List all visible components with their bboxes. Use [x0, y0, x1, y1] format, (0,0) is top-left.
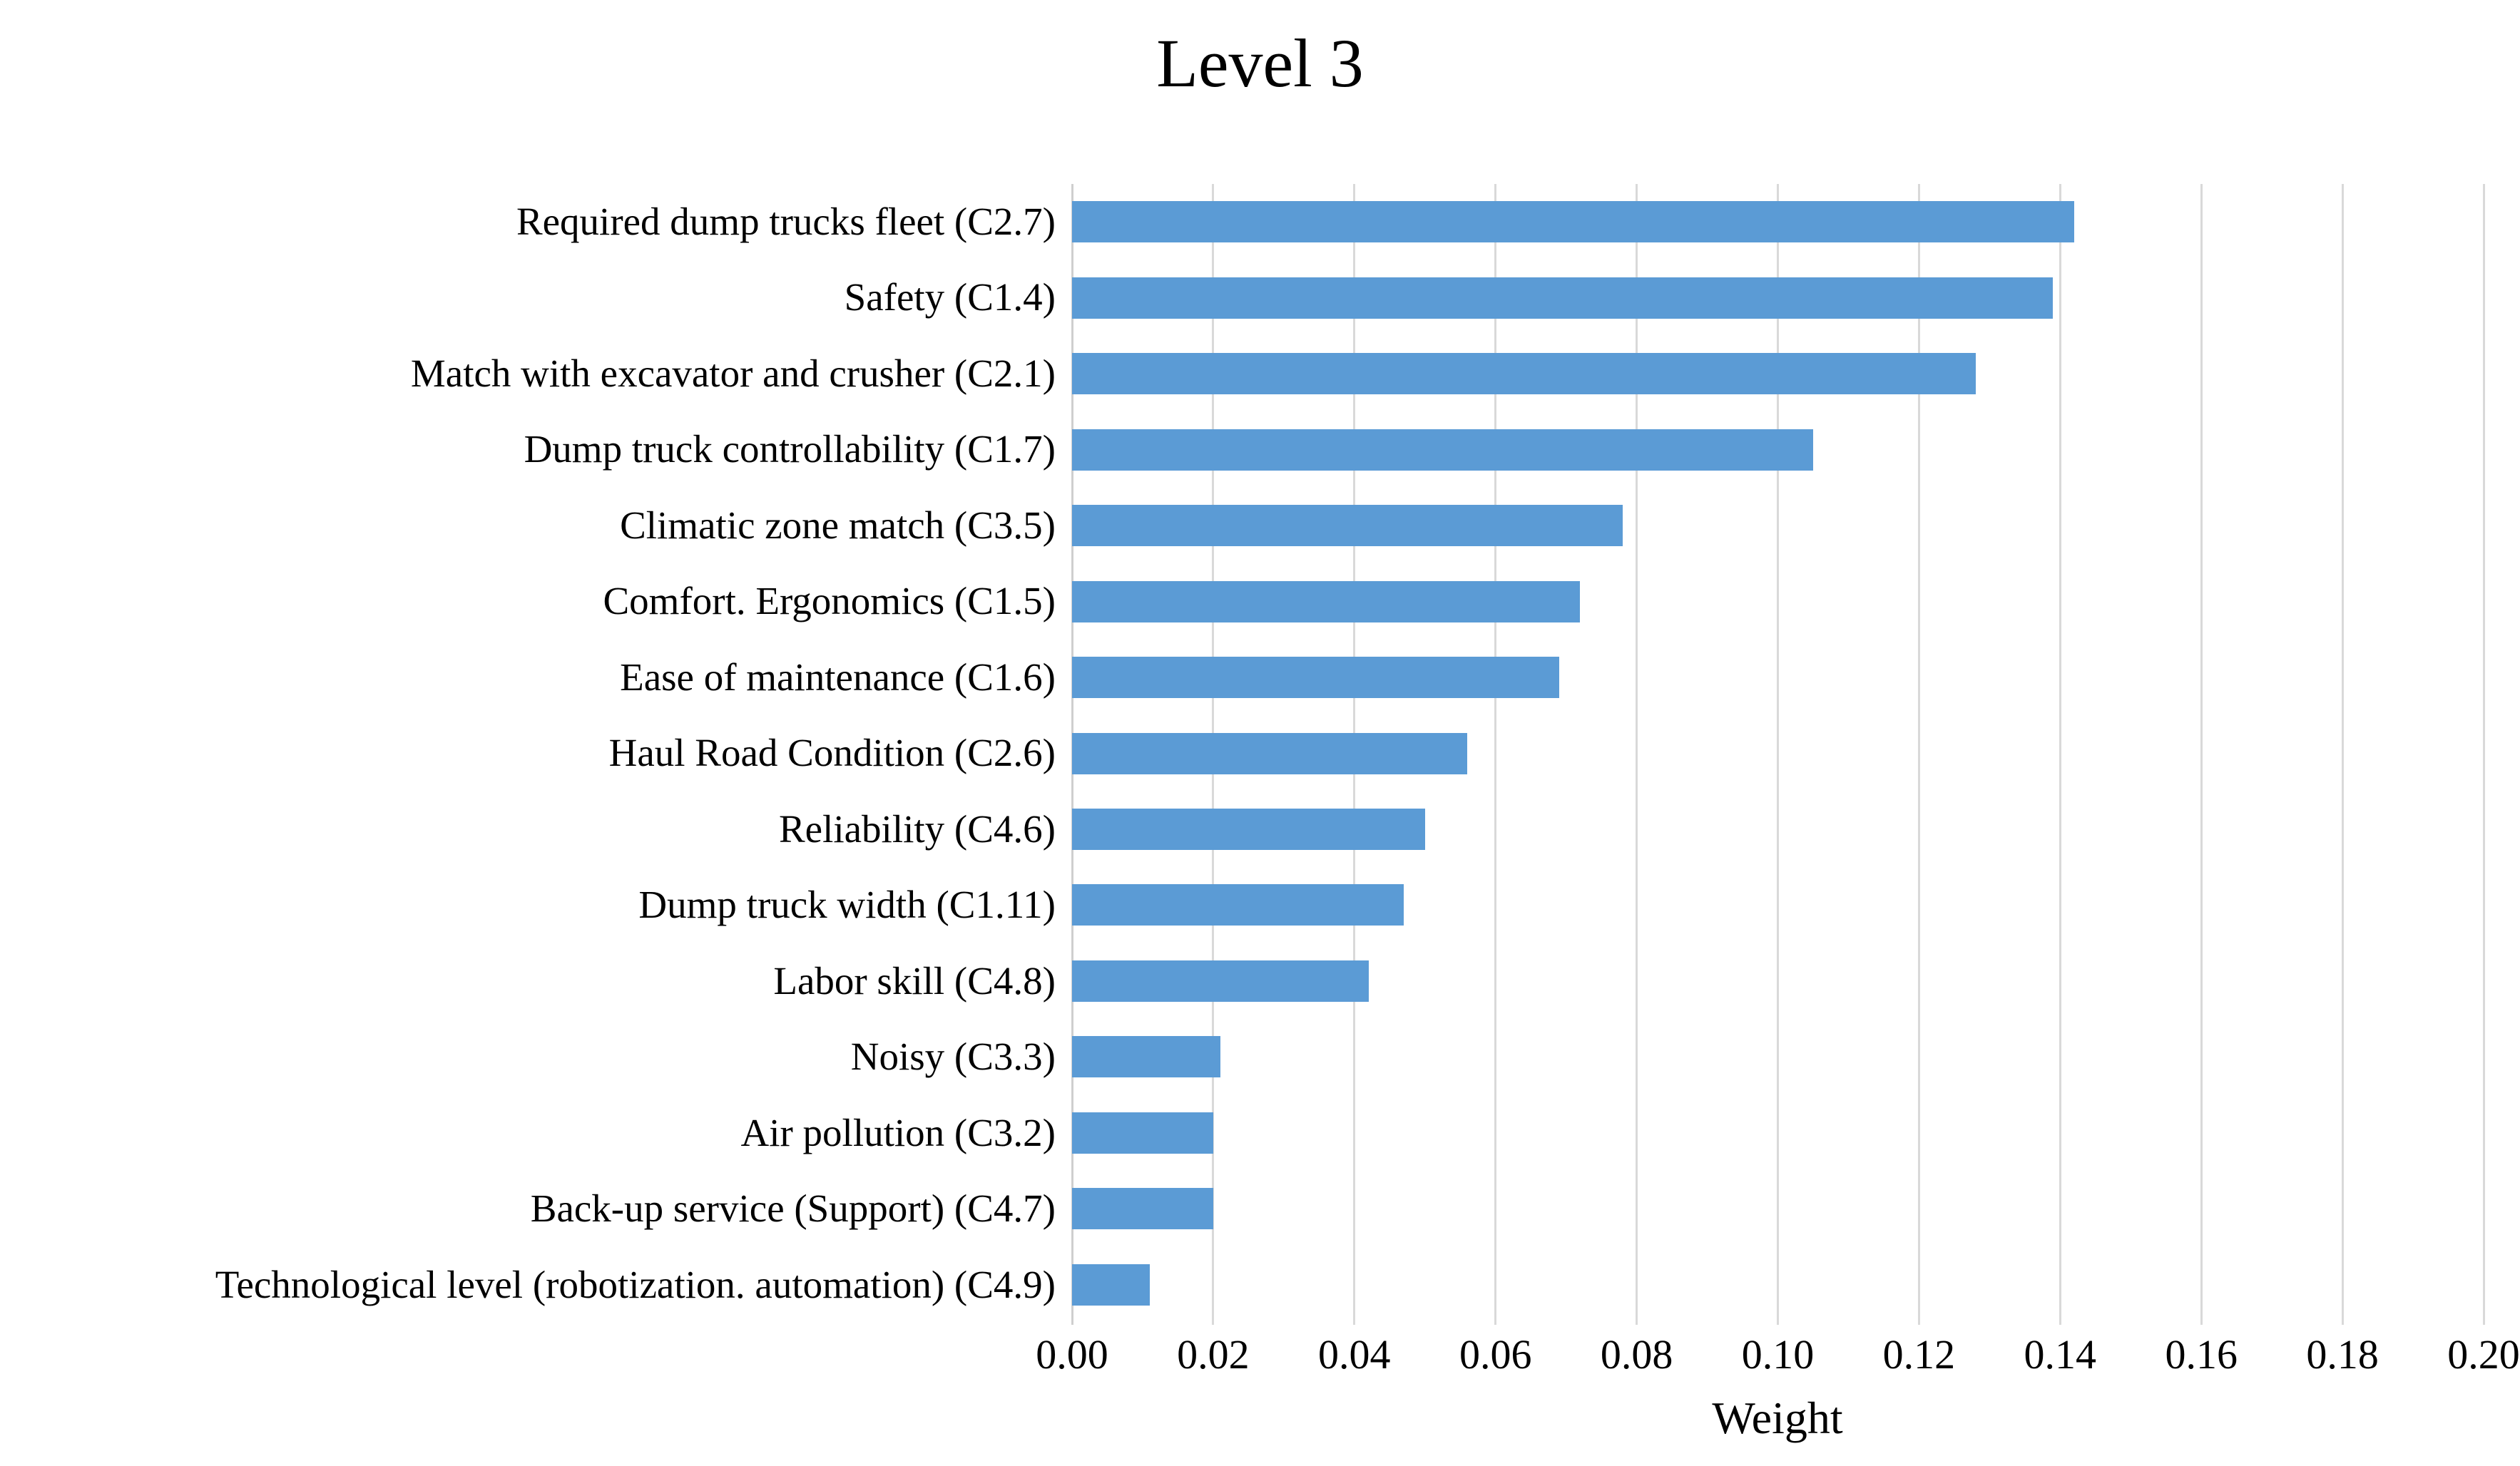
gridline: [2059, 184, 2061, 1325]
x-tick-label: 0.14: [2024, 1331, 2097, 1378]
gridline: [2200, 184, 2203, 1325]
bar: [1072, 808, 1425, 850]
x-tick-label: 0.08: [1600, 1331, 1673, 1378]
bar: [1072, 657, 1559, 699]
category-label: Required dump trucks fleet (C2.7): [516, 200, 1056, 243]
chart-title: Level 3: [1156, 25, 1364, 101]
category-label: Dump truck controllability (C1.7): [524, 427, 1056, 471]
x-tick-label: 0.00: [1036, 1331, 1108, 1378]
x-tick-label: 0.20: [2447, 1331, 2520, 1378]
bar: [1072, 505, 1623, 547]
category-label: Labor skill (C4.8): [773, 958, 1056, 1003]
bar: [1072, 201, 2075, 243]
category-label: Back-up service (Support) (C4.7): [530, 1186, 1056, 1231]
bar: [1072, 960, 1369, 1002]
bar: [1072, 353, 1976, 395]
gridline: [2482, 184, 2485, 1325]
category-label: Comfort. Ergonomics (C1.5): [603, 579, 1056, 623]
bar: [1072, 277, 2054, 319]
gridline: [1777, 184, 1779, 1325]
x-tick-label: 0.18: [2306, 1331, 2379, 1378]
x-tick-label: 0.04: [1318, 1331, 1391, 1378]
category-label: Reliability (C4.6): [778, 806, 1056, 851]
x-tick-label: 0.16: [2165, 1331, 2238, 1378]
bar: [1072, 1036, 1220, 1078]
gridline: [1494, 184, 1497, 1325]
x-tick-label: 0.10: [1741, 1331, 1815, 1378]
category-label: Haul Road Condition (C2.6): [608, 731, 1056, 775]
bar: [1072, 429, 1813, 471]
bar: [1072, 1263, 1150, 1306]
category-label: Climatic zone match (C3.5): [620, 503, 1056, 547]
gridline: [1636, 184, 1638, 1325]
bar: [1072, 884, 1404, 926]
gridline: [2341, 184, 2344, 1325]
bar: [1072, 732, 1468, 774]
category-label: Air pollution (C3.2): [740, 1110, 1056, 1154]
x-axis-title: Weight: [1712, 1393, 1843, 1443]
bar: [1072, 1112, 1213, 1154]
bar: [1072, 1188, 1213, 1230]
category-label: Technological level (robotization. autom…: [215, 1262, 1056, 1306]
x-tick-label: 0.06: [1459, 1331, 1532, 1378]
gridline: [1917, 184, 1920, 1325]
category-label: Noisy (C3.3): [850, 1035, 1056, 1079]
category-label: Ease of maintenance (C1.6): [620, 655, 1056, 699]
bar: [1072, 580, 1581, 622]
category-label: Dump truck width (C1.11): [638, 883, 1056, 927]
category-label: Safety (C1.4): [844, 275, 1056, 319]
category-label: Match with excavator and crusher (C2.1): [410, 351, 1056, 395]
x-tick-label: 0.12: [1882, 1331, 1956, 1378]
x-tick-label: 0.02: [1177, 1331, 1250, 1378]
